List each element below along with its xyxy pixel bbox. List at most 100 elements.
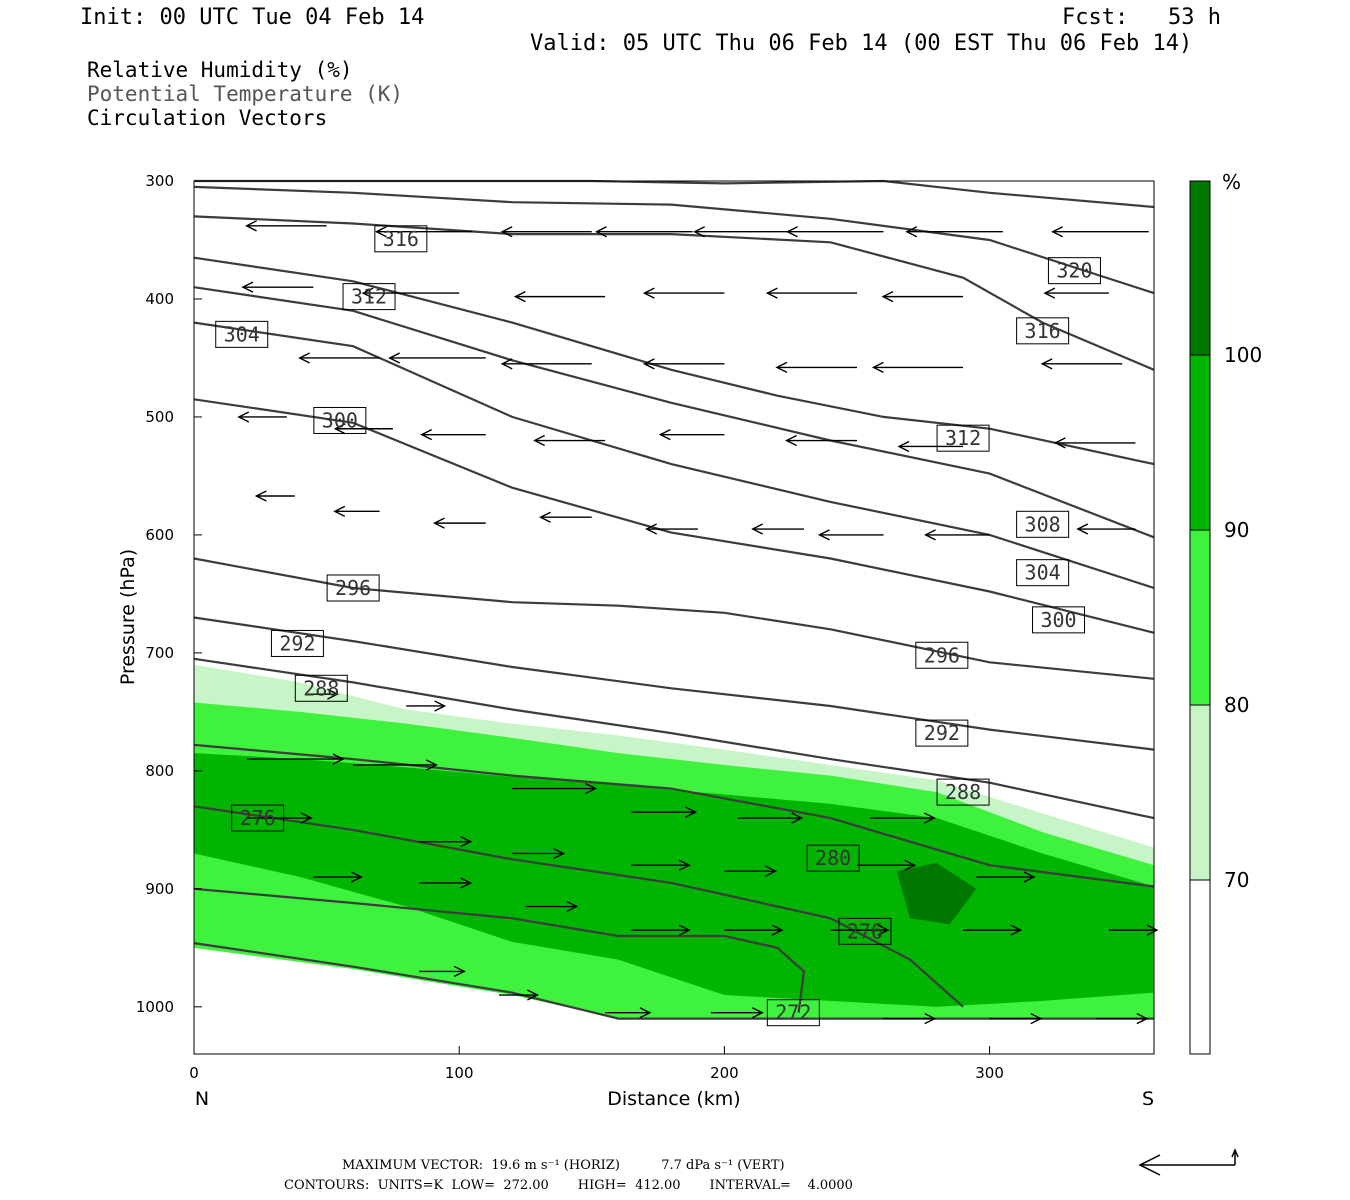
vector-32: [432, 517, 486, 529]
colorbar-label-100: 100: [1224, 343, 1262, 367]
footer-max-vector: MAXIMUM VECTOR: 19.6 m s⁻¹ (HORIZ) 7.7 d…: [342, 1158, 785, 1173]
contour-label-layer: 316 320 312 316 304 300 312 308 304 296 300 292 296 2…: [215, 225, 1101, 1027]
colorbar-label-80: 80: [1224, 693, 1249, 717]
vector-23: [333, 423, 393, 435]
init-time: Init: 00 UTC Tue 04 Feb 14: [80, 5, 425, 30]
vector-41: [247, 753, 345, 765]
vector-25: [533, 434, 606, 447]
x-end-label-n: N: [195, 1088, 209, 1110]
vector-18: [642, 358, 725, 370]
svg-text:304: 304: [1025, 561, 1061, 585]
contour-label-7: 308: [1016, 510, 1070, 538]
contour-label-2: 312: [342, 283, 396, 311]
legend-theta: Potential Temperature (K): [87, 82, 404, 106]
theta-contour-layer: [193, 179, 1155, 1020]
contour-label-1: 320: [1047, 257, 1101, 285]
vector-63: [498, 989, 539, 1001]
vector-24: [420, 429, 486, 441]
vector-34: [645, 523, 698, 535]
contour-label-19: 272: [766, 999, 820, 1027]
theta-contour-288: [193, 657, 1155, 820]
vector-58: [724, 924, 784, 936]
x-end-label-s: S: [1142, 1088, 1154, 1110]
valid-time: Valid: 05 UTC Thu 06 Feb 14 (00 EST Thu …: [530, 31, 1193, 56]
vector-12: [881, 290, 964, 303]
vector-27: [785, 434, 857, 447]
colorbar-segment-3: [1190, 355, 1210, 530]
y-tick-label-700: 700: [145, 644, 174, 662]
svg-text:272: 272: [775, 1001, 811, 1025]
y-tick-label-900: 900: [145, 880, 174, 898]
colorbar-unit: %: [1222, 170, 1241, 194]
vector-54: [313, 871, 363, 883]
svg-text:288: 288: [945, 780, 981, 804]
contour-label-8: 304: [1016, 559, 1070, 587]
x-tick-label-100: 100: [445, 1064, 474, 1082]
colorbar-segment-0: [1190, 880, 1210, 1054]
svg-text:320: 320: [1056, 259, 1092, 283]
y-tick-label-600: 600: [145, 526, 174, 544]
vector-31: [333, 505, 380, 517]
vector-5: [905, 226, 1003, 238]
contour-label-4: 304: [215, 320, 269, 348]
contour-label-11: 292: [270, 629, 324, 657]
colorbar-segment-1: [1190, 705, 1210, 880]
vector-60: [963, 924, 1023, 936]
svg-text:312: 312: [945, 426, 981, 450]
theta-contour-276: [193, 887, 806, 1013]
contour-label-17: 280: [806, 844, 860, 872]
rh-fill-100: [896, 862, 977, 925]
vector-59: [830, 924, 890, 936]
vector-64: [605, 1007, 652, 1019]
vector-48: [419, 836, 473, 848]
svg-text:312: 312: [351, 285, 387, 309]
x-tick-label-300: 300: [975, 1064, 1004, 1082]
vector-layer: [237, 220, 1159, 1025]
vector-6: [1051, 226, 1149, 238]
vector-57: [631, 924, 691, 936]
contour-label-13: 288: [294, 674, 348, 702]
theta-contour-312: [193, 256, 1155, 466]
vector-61: [1108, 924, 1159, 936]
y-axis: 300 400 500 600 700 800 900 1000: [136, 172, 202, 1016]
vector-62: [419, 965, 466, 978]
contour-label-12: 296: [915, 641, 969, 669]
theta-contour-300: [193, 398, 1155, 634]
rh-fill-90: [194, 753, 1154, 1007]
svg-text:300: 300: [1040, 608, 1076, 632]
colorbar: 70 80 90 100%: [1189, 170, 1262, 1055]
x-axis-title: Distance (km): [607, 1088, 740, 1110]
theta-contour-280: [193, 805, 964, 1008]
rh-fill-layer: [194, 664, 1154, 1019]
x-tick-label-0: 0: [189, 1064, 199, 1082]
vector-1: [500, 226, 592, 238]
vector-51: [724, 865, 778, 877]
vector-8: [361, 287, 460, 299]
y-tick-label-300: 300: [145, 172, 174, 190]
contour-label-18: 276: [838, 917, 892, 945]
contour-label-3: 316: [1016, 317, 1070, 345]
vector-38: [1076, 523, 1136, 535]
vector-14: [241, 281, 314, 293]
vector-44: [631, 806, 698, 818]
x-tick-label-200: 200: [710, 1064, 739, 1082]
contour-label-16: 276: [231, 804, 285, 832]
vector-47: [247, 812, 313, 824]
svg-text:292: 292: [924, 721, 960, 745]
vector-50: [631, 859, 691, 871]
svg-text:292: 292: [279, 631, 315, 655]
y-tick-label-400: 400: [145, 290, 174, 308]
reference-vector: [1138, 1148, 1239, 1176]
vector-35: [751, 523, 804, 535]
vector-33: [539, 511, 592, 523]
svg-text:308: 308: [1025, 512, 1061, 536]
colorbar-segment-2: [1190, 530, 1210, 705]
y-tick-label-500: 500: [145, 408, 174, 426]
svg-text:300: 300: [322, 408, 358, 432]
vector-21: [1040, 358, 1123, 370]
vector-42: [353, 759, 438, 771]
vector-2: [594, 226, 693, 238]
vector-37: [924, 529, 990, 541]
vector-68: [1095, 1012, 1149, 1025]
